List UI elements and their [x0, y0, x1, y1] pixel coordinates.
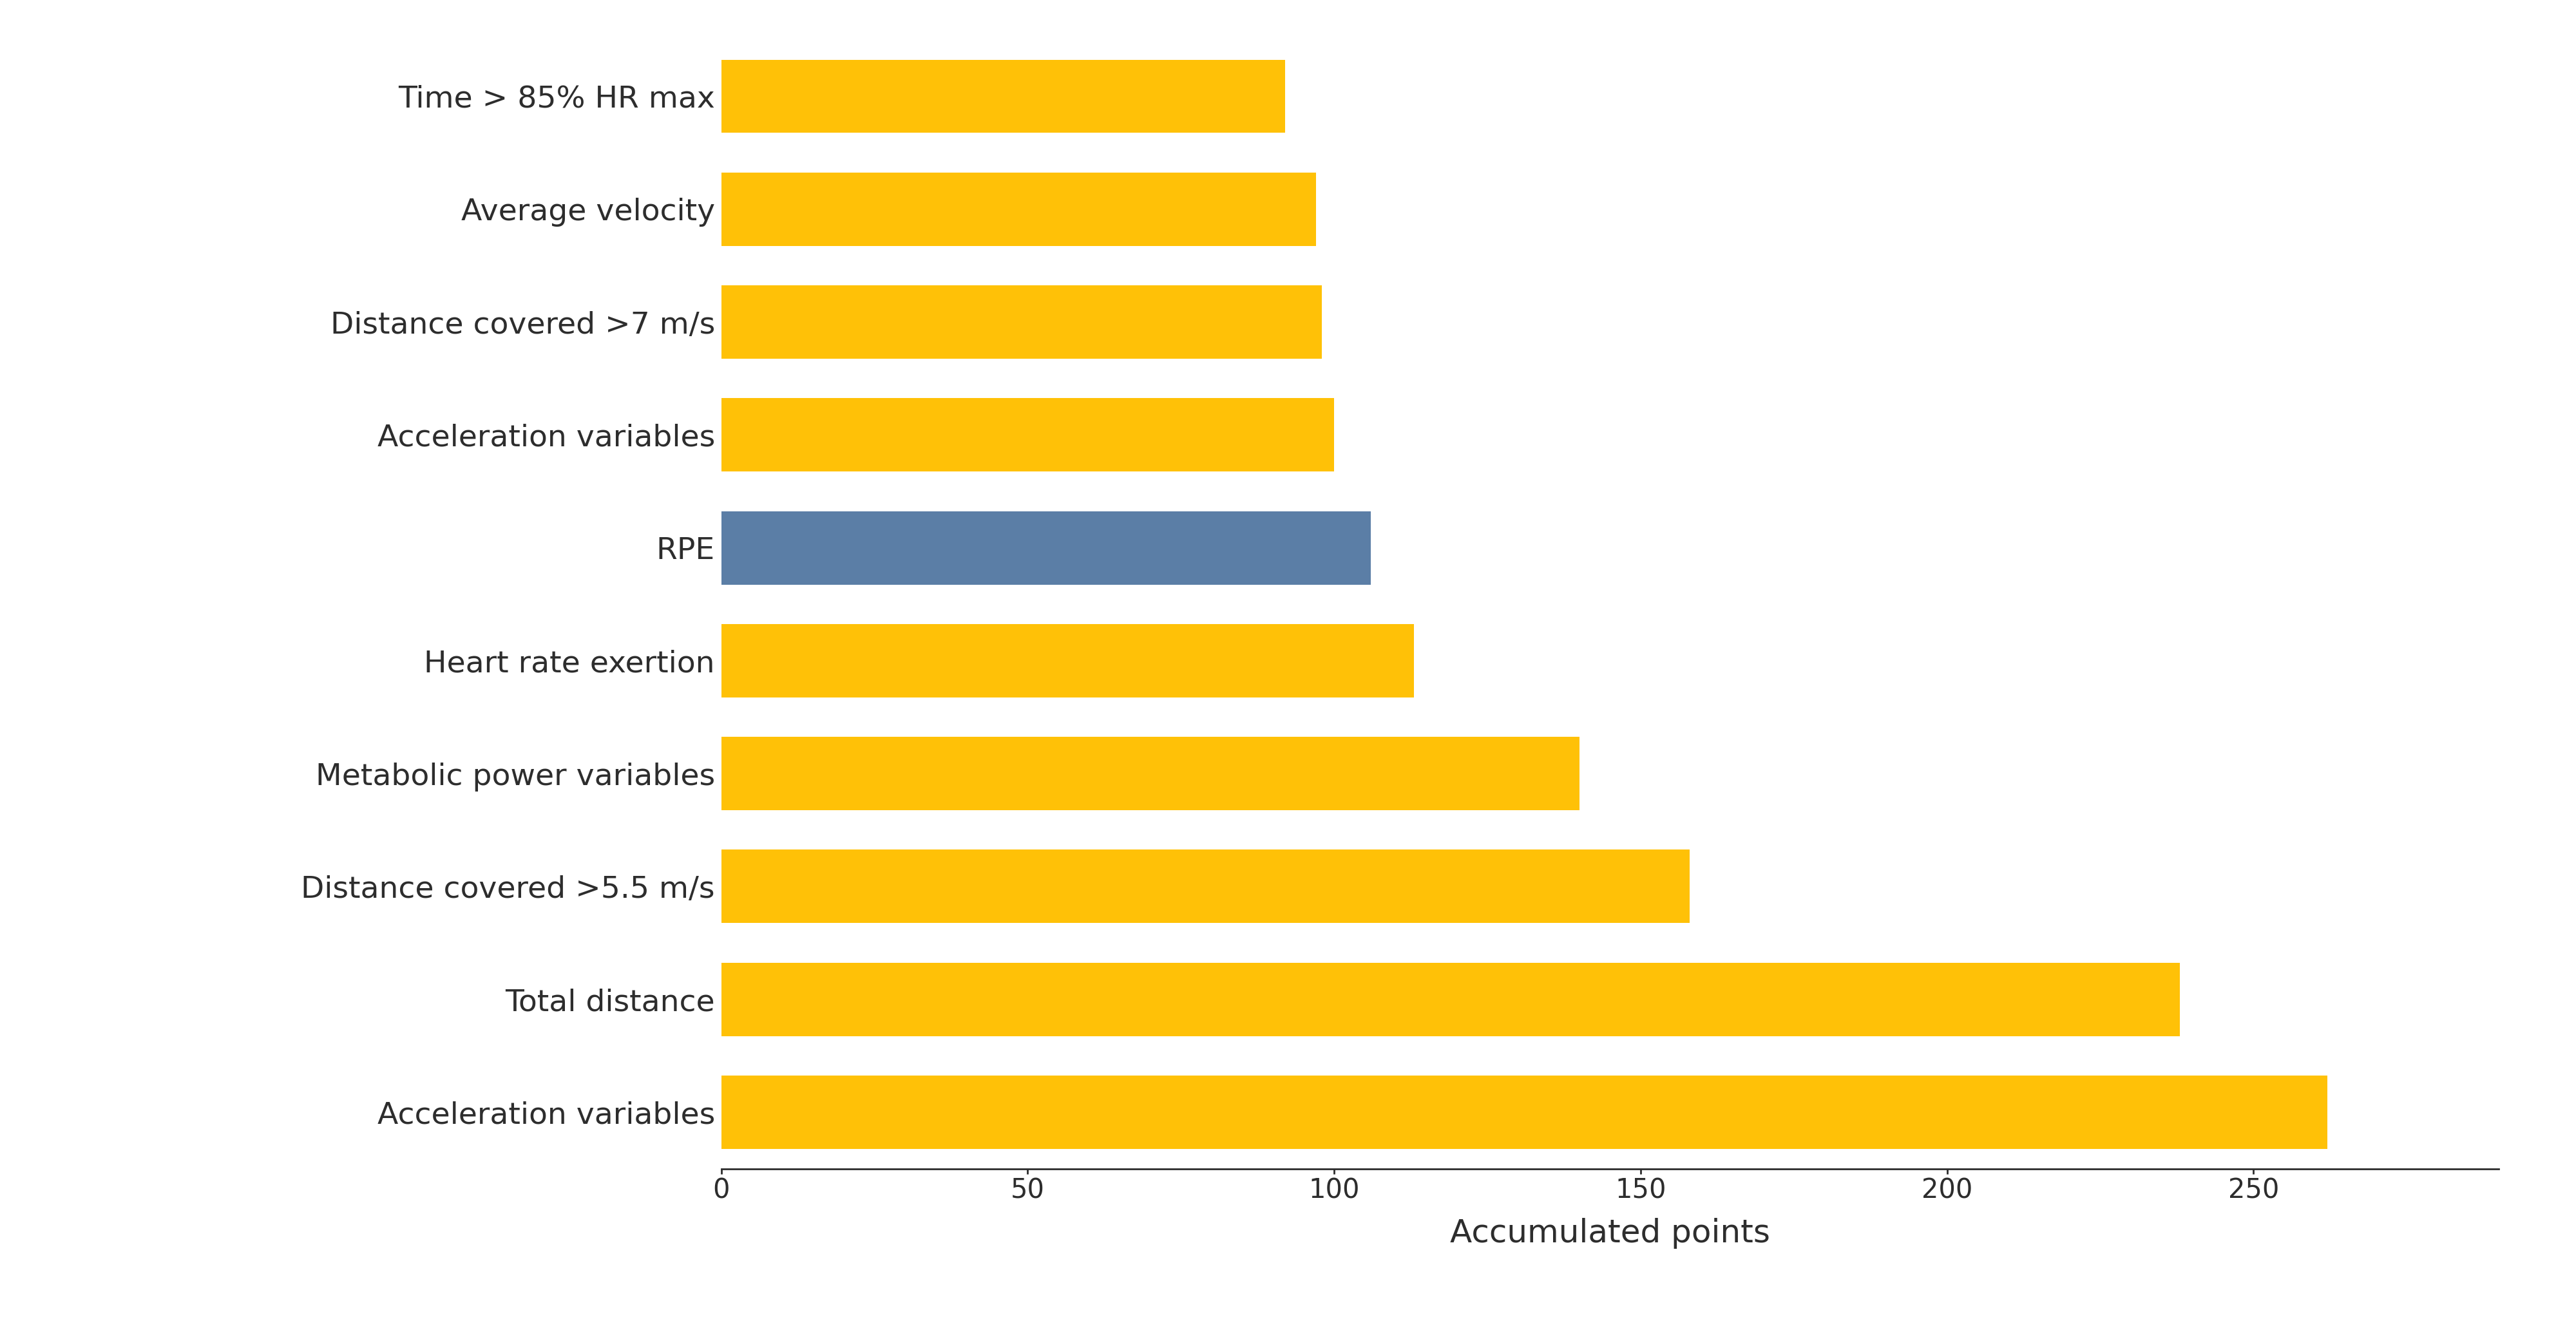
X-axis label: Accumulated points: Accumulated points — [1450, 1218, 1770, 1248]
Bar — [721, 511, 1370, 584]
Bar — [721, 173, 1316, 246]
Bar — [721, 624, 1414, 697]
Bar — [721, 737, 1579, 810]
Bar — [721, 963, 2179, 1036]
Bar — [721, 286, 1321, 359]
Bar — [721, 398, 1334, 471]
Bar — [721, 1076, 2326, 1149]
Bar — [721, 60, 1285, 133]
Bar — [721, 850, 1690, 923]
